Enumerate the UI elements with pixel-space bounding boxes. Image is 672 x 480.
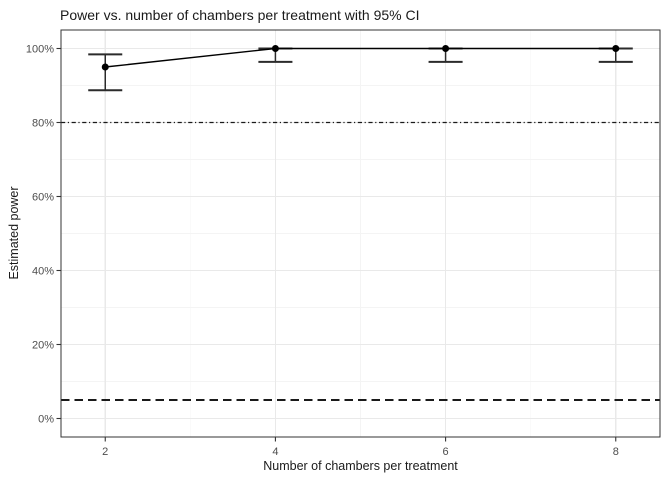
data-point <box>101 63 109 71</box>
data-point <box>612 45 620 52</box>
data-point <box>271 45 279 52</box>
x-tick-label: 2 <box>102 446 108 458</box>
x-axis-title: Number of chambers per treatment <box>263 459 458 473</box>
panel-border <box>60 29 661 438</box>
y-tick-label: 20% <box>32 339 54 351</box>
y-tick-label: 60% <box>32 191 54 203</box>
y-tick-label: 80% <box>32 117 54 129</box>
x-tick-label: 8 <box>613 446 619 458</box>
plot-title: Power vs. number of chambers per treatme… <box>60 7 420 23</box>
data-point <box>442 45 450 52</box>
y-tick-label: 0% <box>38 413 54 425</box>
x-tick-label: 6 <box>443 446 449 458</box>
trend-line <box>105 47 616 68</box>
x-tick-label: 4 <box>272 446 278 458</box>
y-tick-label: 40% <box>32 265 54 277</box>
y-tick-label: 100% <box>26 43 54 55</box>
